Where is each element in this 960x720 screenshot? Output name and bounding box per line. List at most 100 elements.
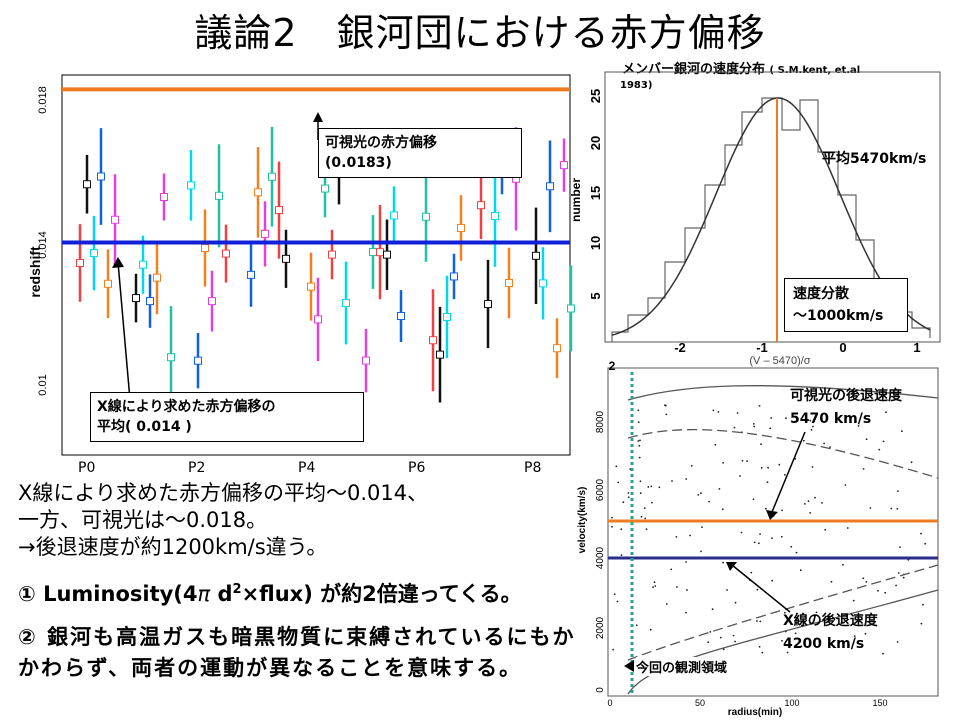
galaxy-velocity-point <box>771 537 773 539</box>
galaxy-velocity-point <box>733 426 736 429</box>
xray-callout-line2: 平均( 0.014 ) <box>97 419 192 435</box>
galaxy-velocity-point <box>639 480 642 483</box>
optical-velocity-label-2: 5470 km/s <box>790 411 872 427</box>
galaxy-velocity-point <box>790 545 793 548</box>
galaxy-velocity-point <box>690 465 693 467</box>
galaxy-velocity-point <box>739 475 741 477</box>
galaxy-velocity-point <box>639 492 642 495</box>
galaxy-velocity-point <box>717 411 720 413</box>
histogram-citation: ( S.M.kent, et.al <box>769 65 861 76</box>
galaxy-velocity-point <box>829 446 831 448</box>
galaxy-velocity-point <box>924 542 927 545</box>
galaxy-velocity-point <box>804 503 806 505</box>
galaxy-velocity-point <box>815 611 818 614</box>
galaxy-velocity-point <box>784 473 786 476</box>
pi-symbol: π <box>197 582 211 606</box>
rad-ytick-0: 0 <box>595 687 606 693</box>
galaxy-velocity-point <box>864 632 867 635</box>
galaxy-velocity-point <box>627 496 630 499</box>
galaxy-velocity-point <box>701 526 703 528</box>
galaxy-velocity-point <box>700 550 702 553</box>
galaxy-velocity-point <box>712 409 715 412</box>
point-dynamics: ② 銀河も高温ガスも暗黒物質に束縛されているにもかかわらず、両者の運動が異なるこ… <box>18 625 576 680</box>
redshift-point-marker <box>132 294 140 303</box>
redshift-point-marker <box>254 188 262 197</box>
galaxy-velocity-point <box>760 466 763 469</box>
galaxy-velocity-point <box>753 425 755 428</box>
galaxy-velocity-point <box>830 580 833 583</box>
galaxy-velocity-point <box>890 507 893 510</box>
redshift-point-marker <box>153 273 161 282</box>
galaxy-velocity-point <box>612 648 615 651</box>
hist-ytick-5: 5 <box>588 292 603 299</box>
galaxy-velocity-point <box>707 641 710 644</box>
galaxy-velocity-point <box>794 632 797 635</box>
galaxy-velocity-point <box>800 645 803 648</box>
galaxy-velocity-point <box>711 608 714 611</box>
galaxy-velocity-point <box>766 481 769 484</box>
galaxy-velocity-point <box>616 600 619 603</box>
galaxy-velocity-point <box>865 438 868 441</box>
galaxy-velocity-point <box>899 546 901 548</box>
galaxy-velocity-point <box>653 581 656 584</box>
galaxy-velocity-point <box>865 581 868 583</box>
xtick-p0: P0 <box>78 460 96 476</box>
galaxy-velocity-point <box>799 569 802 572</box>
galaxy-velocity-point <box>752 423 755 425</box>
hist-xtick-0: 0 <box>839 340 846 355</box>
galaxy-velocity-point <box>617 481 620 484</box>
galaxy-velocity-point <box>734 640 736 643</box>
optical-velocity-label: 可視光の後退速度 5470 km/s <box>790 385 902 431</box>
redshift-point-marker <box>457 223 465 232</box>
galaxy-velocity-point <box>658 486 661 489</box>
galaxy-velocity-point <box>650 485 653 488</box>
galaxy-velocity-point <box>734 601 737 604</box>
xray-velocity-label: X線の後退速度 4200 km/s <box>783 610 878 656</box>
xtick-p6: P6 <box>408 460 426 476</box>
galaxy-velocity-point <box>760 443 762 445</box>
galaxy-velocity-point <box>638 444 641 447</box>
hist-ytick-20: 20 <box>588 136 603 150</box>
galaxy-velocity-point <box>637 421 640 423</box>
galaxy-velocity-point <box>910 461 913 464</box>
ytick-0014: 0.014 <box>37 231 49 259</box>
redshift-point-marker <box>76 258 84 267</box>
galaxy-velocity-point <box>920 532 922 535</box>
galaxy-velocity-point <box>758 405 761 407</box>
galaxy-velocity-point <box>765 507 767 510</box>
redshift-point-marker <box>484 300 492 309</box>
galaxy-velocity-point <box>638 456 641 459</box>
galaxy-velocity-point <box>722 561 724 564</box>
galaxy-velocity-point <box>810 429 813 431</box>
redshift-point-marker <box>321 184 329 193</box>
galaxy-velocity-point <box>852 599 855 602</box>
galaxy-velocity-point <box>652 586 654 588</box>
redshift-point-marker <box>539 279 547 288</box>
galaxy-velocity-point <box>853 635 856 637</box>
galaxy-velocity-point <box>823 621 826 624</box>
galaxy-velocity-point <box>647 486 650 488</box>
summary-line-1: X線により求めた赤方偏移の平均～0.014、 <box>18 481 429 505</box>
xray-velocity-arrowhead <box>726 562 737 571</box>
redshift-point-marker <box>104 279 112 288</box>
galaxy-velocity-point <box>761 651 764 654</box>
galaxy-velocity-point <box>824 528 827 531</box>
galaxy-velocity-point <box>620 554 623 556</box>
radius-corner-label: 2 <box>609 359 616 373</box>
dispersion-label-2: ～1000km/s <box>793 308 884 324</box>
histogram-title: メンバー銀河の速度分布 ( S.M.kent, et.al <box>622 58 860 77</box>
redshift-point-marker <box>208 297 216 306</box>
galaxy-velocity-point <box>780 535 783 538</box>
galaxy-velocity-point <box>884 591 887 594</box>
rad-xtick-50: 50 <box>695 698 705 708</box>
rad-ytick-8000: 8000 <box>595 410 606 433</box>
galaxy-velocity-point <box>750 571 753 574</box>
galaxy-velocity-point <box>767 466 769 469</box>
redshift-point-marker <box>139 260 147 269</box>
redshift-point-marker <box>314 315 322 324</box>
galaxy-velocity-point <box>700 492 702 495</box>
summary-line-3: →後退速度が約1200km/s違う。 <box>18 535 328 559</box>
galaxy-velocity-point <box>615 465 618 468</box>
galaxy-velocity-point <box>814 496 816 499</box>
galaxy-velocity-point <box>758 542 760 545</box>
